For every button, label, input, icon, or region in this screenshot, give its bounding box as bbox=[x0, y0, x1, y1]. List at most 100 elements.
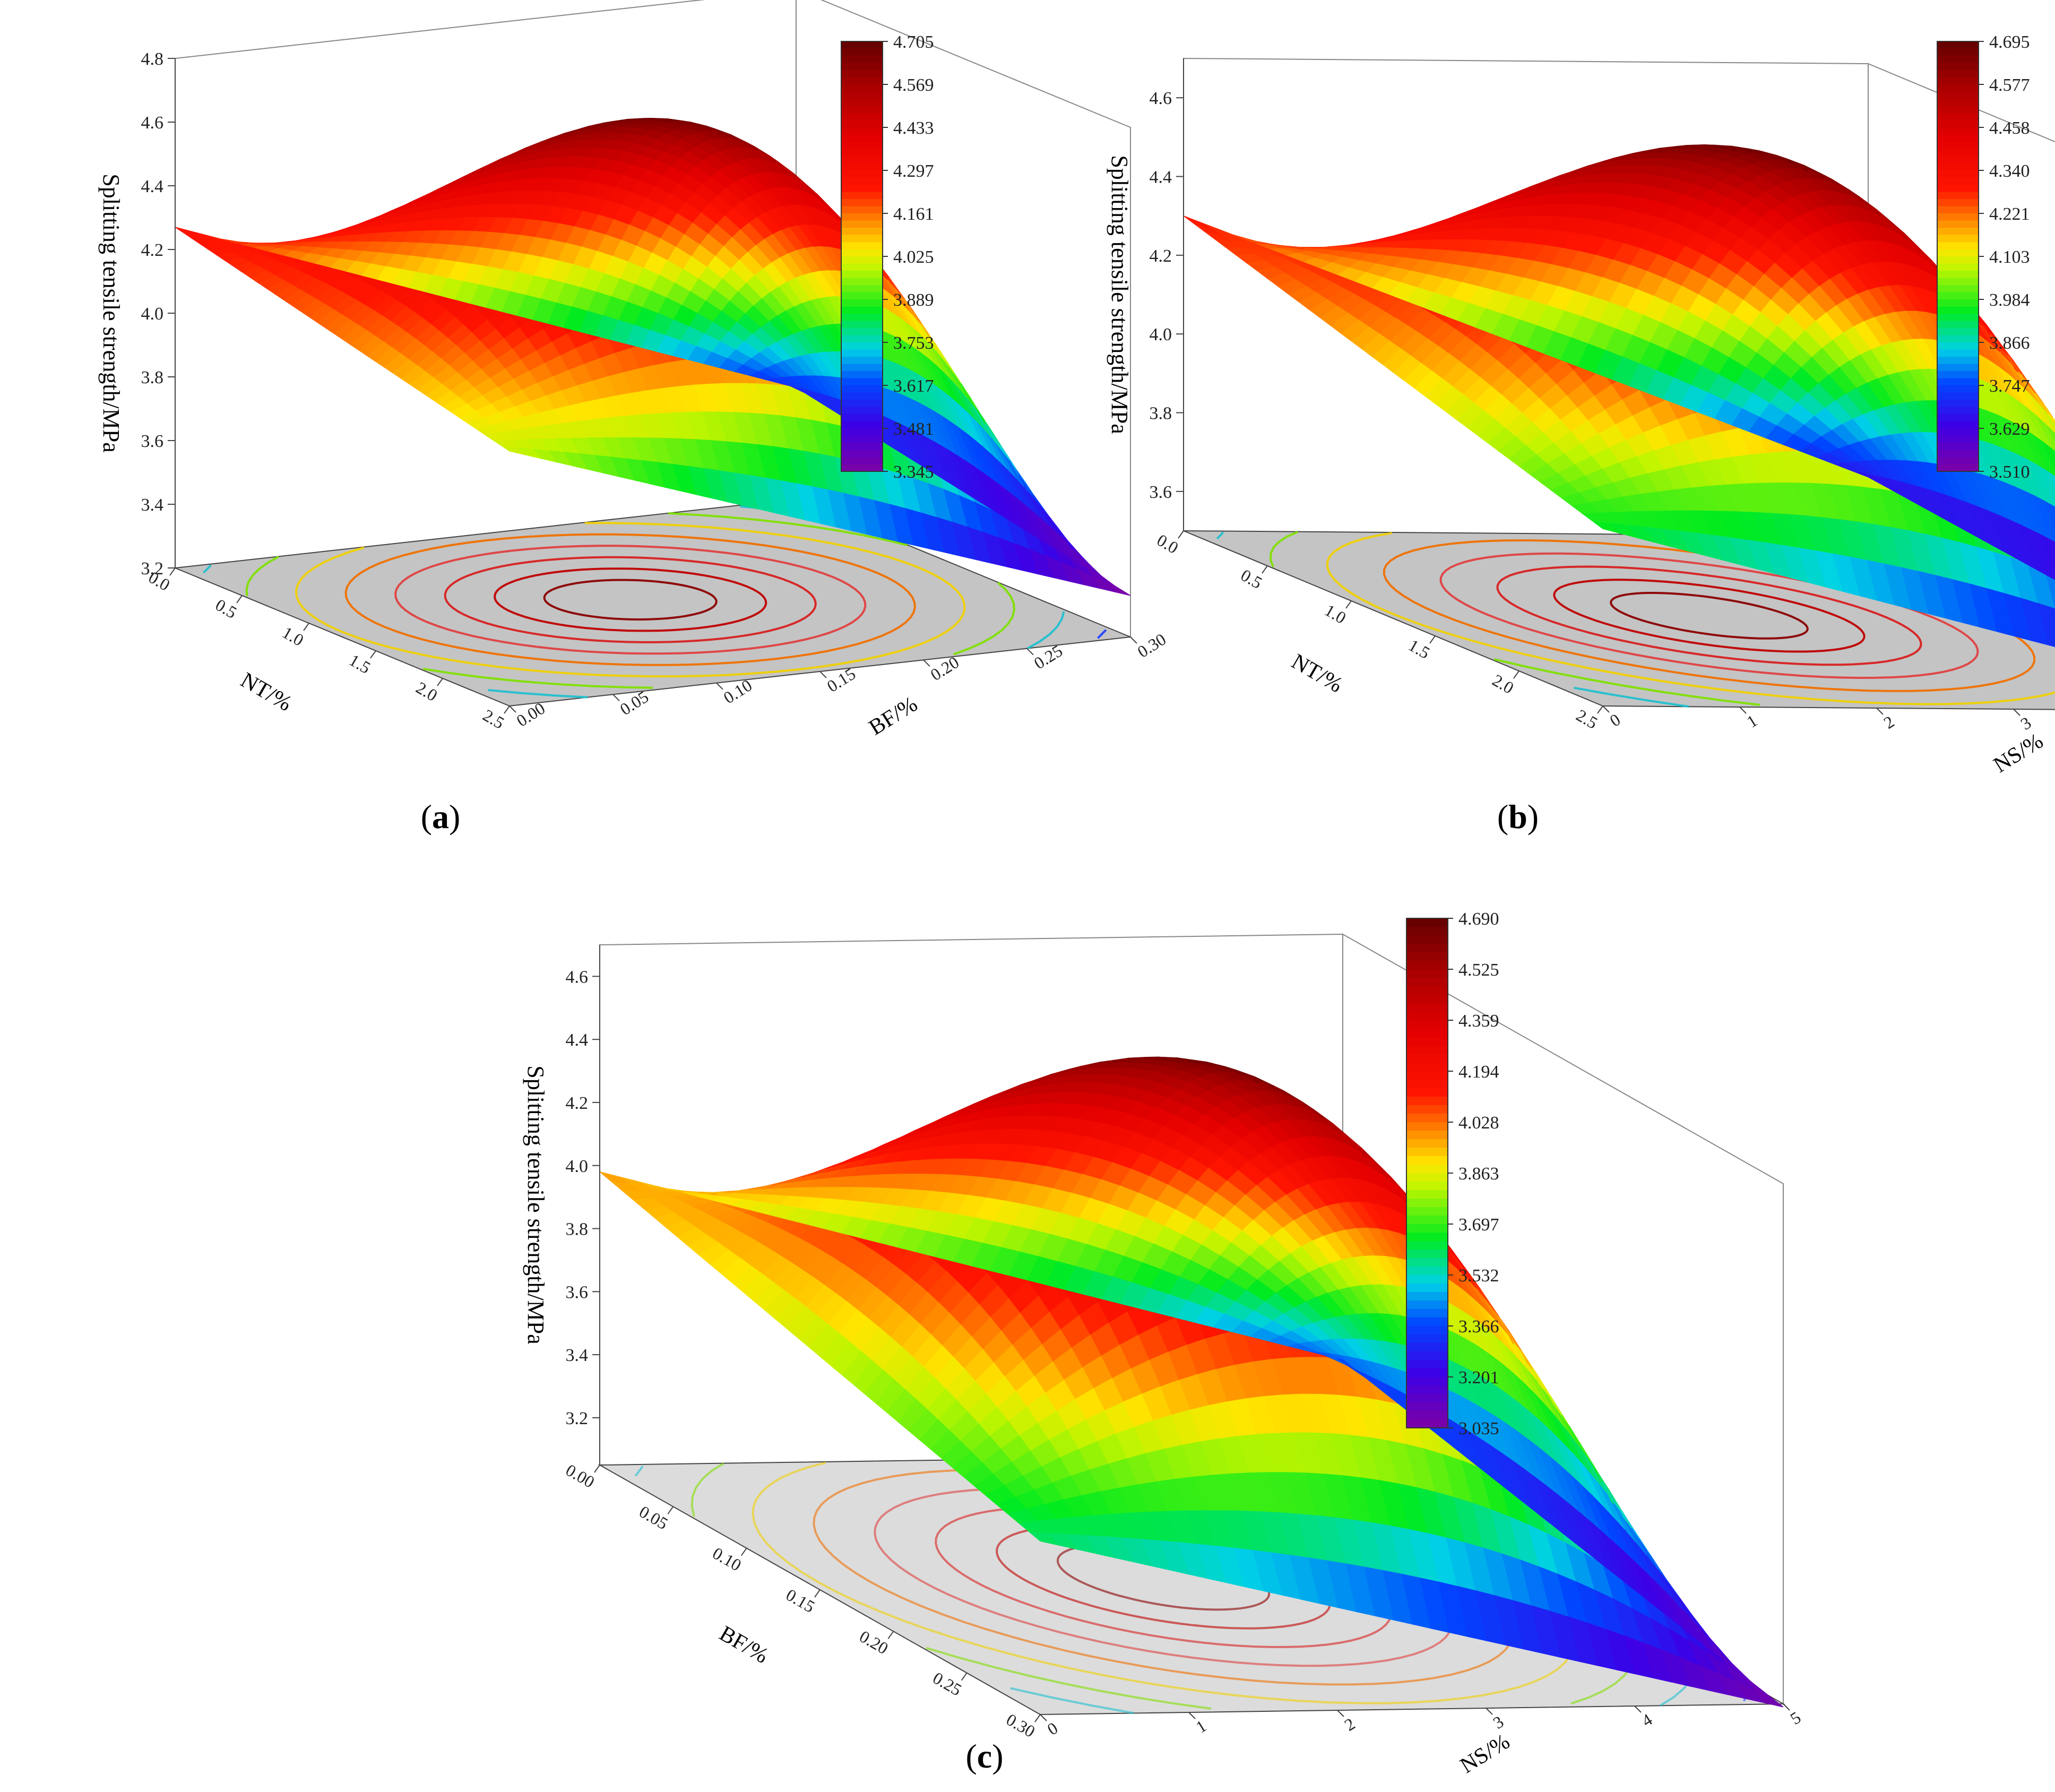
y-tick-label: 5 bbox=[1787, 1708, 1804, 1728]
y-tick-label: 0 bbox=[1607, 710, 1624, 730]
x-tick-label: 1.5 bbox=[346, 650, 374, 677]
z-tick-label: 3.4 bbox=[566, 1346, 589, 1365]
colorbar-tick-label: 3.697 bbox=[1458, 1215, 1499, 1235]
z-axis-label: Splitting tensile strength/MPa bbox=[523, 1065, 549, 1345]
x-tick-label: 0.10 bbox=[710, 1544, 745, 1575]
colorbar-tick-label: 4.695 bbox=[1989, 32, 2030, 52]
z-tick-label: 4.0 bbox=[1150, 325, 1172, 344]
panel-b: 3.6 3.8 4.0 4.2 4.4 4.6 Splitting tensile stre… bbox=[1107, 32, 2055, 835]
colorbar: 4.695 4.577 4.458 4.340 4.221 4.103 3.984 3.866… bbox=[1937, 32, 2030, 482]
z-tick-label: 4.2 bbox=[566, 1093, 589, 1113]
colorbar-tick-label: 3.889 bbox=[893, 290, 934, 310]
y-tick-label: 3 bbox=[1490, 1712, 1507, 1733]
colorbar-tick-label: 4.458 bbox=[1989, 118, 2030, 138]
z-axis: 3.2 3.4 3.6 3.8 4.0 4.2 4.4 4.6 4.8 Splitting ten… bbox=[98, 49, 176, 579]
x-axis-label: BF/% bbox=[715, 1621, 773, 1668]
colorbar: 4.690 4.525 4.359 4.194 4.028 3.863 3.697 3.532… bbox=[1406, 909, 1499, 1438]
y-axis: 0 1 2 3 4 5 NS/% bbox=[1040, 1703, 1804, 1778]
z-tick-label: 4.4 bbox=[1150, 168, 1172, 187]
y-axis-label: BF/% bbox=[865, 692, 922, 740]
colorbar-tick-label: 3.532 bbox=[1458, 1266, 1499, 1286]
y-tick-label: 2 bbox=[1880, 712, 1898, 733]
z-axis-label: Splitting tensile strength/MPa bbox=[98, 174, 124, 453]
x-tick-label: 0.30 bbox=[1003, 1710, 1038, 1741]
x-tick-label: 1.5 bbox=[1405, 635, 1434, 662]
x-tick-label: 1.0 bbox=[279, 623, 307, 650]
colorbar-tick-label: 4.103 bbox=[1989, 247, 2030, 267]
y-tick-label: 4 bbox=[1638, 1710, 1656, 1730]
colorbar-tick-label: 3.481 bbox=[893, 419, 934, 439]
colorbar-tick-label: 4.161 bbox=[893, 204, 934, 224]
colorbar-tick-label: 3.753 bbox=[893, 333, 934, 353]
colorbar-tick-label: 4.194 bbox=[1458, 1062, 1499, 1082]
colorbar-tick-label: 4.569 bbox=[893, 75, 934, 95]
x-tick-label: 2.0 bbox=[1489, 670, 1517, 697]
panel-caption: (b) bbox=[1497, 798, 1539, 835]
z-tick-label: 4.6 bbox=[1150, 89, 1172, 108]
y-tick-label: 0 bbox=[1044, 1718, 1061, 1739]
z-tick-label: 4.6 bbox=[141, 113, 164, 133]
response-surface bbox=[1183, 144, 2055, 648]
z-tick-label: 4.4 bbox=[141, 177, 164, 196]
x-axis-label: NT/% bbox=[1288, 649, 1347, 697]
panel-a: 3.2 3.4 3.6 3.8 4.0 4.2 4.4 4.6 4.8 Splitting ten… bbox=[98, 0, 1169, 835]
panel-caption-letter: a bbox=[432, 798, 449, 835]
colorbar-tick-label: 4.340 bbox=[1989, 161, 2030, 181]
z-tick-label: 4.8 bbox=[141, 49, 164, 69]
z-axis: 3.2 3.4 3.6 3.8 4.0 4.2 4.4 4.6 Splitting tensil… bbox=[523, 945, 600, 1465]
z-tick-label: 4.4 bbox=[566, 1030, 589, 1050]
colorbar-tick-label: 4.221 bbox=[1989, 204, 2030, 224]
x-tick-label: 0.20 bbox=[856, 1626, 891, 1658]
y-tick-label: 0.30 bbox=[1134, 630, 1170, 661]
y-tick-label: 1 bbox=[1743, 711, 1761, 731]
colorbar-tick-label: 3.629 bbox=[1989, 419, 2030, 439]
colorbar-tick-label: 4.433 bbox=[893, 118, 934, 138]
z-tick-label: 4.0 bbox=[566, 1157, 589, 1176]
colorbar-tick-label: 4.705 bbox=[893, 32, 934, 52]
colorbar-tick-label: 3.866 bbox=[1989, 333, 2030, 353]
x-tick-label: 0.0 bbox=[1154, 530, 1182, 557]
colorbar-tick-label: 3.617 bbox=[893, 376, 934, 396]
x-tick-label: 0.05 bbox=[636, 1502, 671, 1533]
z-tick-label: 3.8 bbox=[1150, 404, 1172, 424]
colorbar-tick-label: 4.028 bbox=[1458, 1113, 1499, 1133]
z-tick-label: 3.4 bbox=[141, 495, 164, 515]
z-tick-label: 3.8 bbox=[566, 1220, 589, 1239]
y-tick-label: 2 bbox=[1341, 1714, 1359, 1735]
colorbar-tick-label: 4.577 bbox=[1989, 75, 2030, 95]
colorbar-tick-label: 3.984 bbox=[1989, 290, 2030, 310]
colorbar-tick-label: 3.035 bbox=[1458, 1419, 1499, 1438]
colorbar-tick-label: 4.359 bbox=[1458, 1011, 1499, 1031]
panel-caption: (a) bbox=[421, 798, 461, 835]
z-tick-label: 3.6 bbox=[566, 1282, 589, 1302]
x-tick-label: 0.00 bbox=[563, 1460, 598, 1492]
colorbar-tick-label: 4.525 bbox=[1458, 960, 1499, 980]
colorbar-tick-label: 3.510 bbox=[1989, 462, 2030, 482]
z-axis: 3.6 3.8 4.0 4.2 4.4 4.6 Splitting tensile stre… bbox=[1107, 58, 1184, 531]
response-surface bbox=[599, 1056, 1784, 1708]
x-tick-label: 2.5 bbox=[1573, 705, 1601, 733]
x-tick-label: 0.5 bbox=[212, 595, 240, 622]
y-axis-label: NS/% bbox=[1456, 1729, 1514, 1778]
colorbar-tick-label: 4.025 bbox=[893, 247, 934, 267]
y-tick-label: 1 bbox=[1193, 1716, 1210, 1737]
floor-contours bbox=[203, 505, 1106, 704]
x-tick-label: 0.25 bbox=[930, 1668, 965, 1700]
z-tick-label: 4.2 bbox=[141, 240, 164, 260]
x-tick-label: 2.0 bbox=[413, 678, 441, 705]
z-tick-label: 3.8 bbox=[141, 368, 164, 387]
colorbar-tick-label: 4.690 bbox=[1458, 909, 1499, 929]
x-tick-label: 0.5 bbox=[1238, 565, 1266, 592]
response-surface bbox=[175, 118, 1131, 596]
colorbar-tick-label: 3.345 bbox=[893, 462, 934, 482]
z-tick-label: 3.2 bbox=[566, 1409, 589, 1428]
colorbar-tick-label: 3.747 bbox=[1989, 376, 2030, 396]
colorbar-tick-label: 4.297 bbox=[893, 161, 934, 181]
z-tick-label: 3.6 bbox=[141, 432, 164, 451]
y-axis-label: NS/% bbox=[1989, 729, 2047, 778]
z-axis-label: Splitting tensile strength/MPa bbox=[1107, 155, 1133, 434]
colorbar-tick-label: 3.863 bbox=[1458, 1164, 1499, 1184]
panel-c: 3.2 3.4 3.6 3.8 4.0 4.2 4.4 4.6 Splitting tensil… bbox=[523, 909, 1804, 1778]
